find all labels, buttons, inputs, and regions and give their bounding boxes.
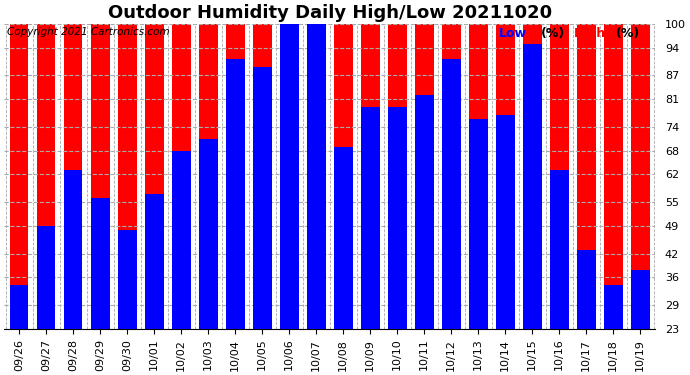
Bar: [253, 24, 272, 329]
Bar: [604, 24, 622, 329]
Bar: [577, 250, 595, 329]
Bar: [361, 24, 380, 329]
Title: Outdoor Humidity Daily High/Low 20211020: Outdoor Humidity Daily High/Low 20211020: [108, 4, 552, 22]
Bar: [631, 270, 650, 329]
Bar: [117, 24, 137, 329]
Bar: [10, 285, 28, 329]
Bar: [388, 107, 406, 329]
Bar: [361, 107, 380, 329]
Bar: [226, 59, 244, 329]
Bar: [37, 24, 55, 329]
Bar: [226, 24, 244, 329]
Bar: [37, 226, 55, 329]
Bar: [306, 24, 326, 329]
Bar: [415, 95, 433, 329]
Text: Copyright 2021 Cartronics.com: Copyright 2021 Cartronics.com: [8, 27, 170, 37]
Bar: [469, 119, 488, 329]
Bar: [90, 198, 110, 329]
Bar: [631, 24, 650, 329]
Bar: [279, 24, 299, 329]
Bar: [523, 24, 542, 329]
Text: Low: Low: [499, 27, 527, 40]
Text: (%): (%): [541, 27, 565, 40]
Bar: [199, 24, 217, 329]
Bar: [442, 24, 461, 329]
Bar: [145, 24, 164, 329]
Bar: [172, 151, 190, 329]
Bar: [279, 24, 299, 329]
Bar: [469, 24, 488, 329]
Bar: [523, 44, 542, 329]
Bar: [63, 170, 83, 329]
Bar: [442, 59, 461, 329]
Bar: [604, 285, 622, 329]
Bar: [145, 194, 164, 329]
Bar: [334, 147, 353, 329]
Bar: [495, 24, 515, 329]
Bar: [10, 24, 28, 329]
Bar: [117, 230, 137, 329]
Bar: [415, 24, 433, 329]
Text: High: High: [574, 27, 606, 40]
Text: (%): (%): [616, 27, 640, 40]
Bar: [199, 139, 217, 329]
Bar: [550, 24, 569, 329]
Bar: [253, 68, 272, 329]
Bar: [306, 24, 326, 329]
Bar: [388, 24, 406, 329]
Bar: [90, 24, 110, 329]
Bar: [495, 115, 515, 329]
Bar: [577, 24, 595, 329]
Bar: [334, 24, 353, 329]
Bar: [63, 24, 83, 329]
Bar: [550, 170, 569, 329]
Bar: [172, 24, 190, 329]
